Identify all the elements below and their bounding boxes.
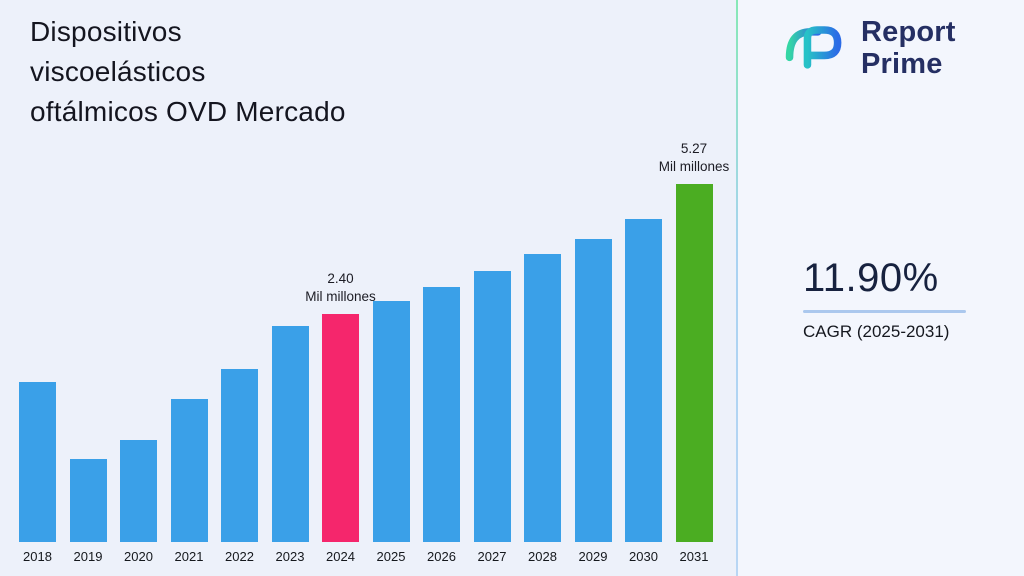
- value-annotation-2031: 5.27 Mil millones: [658, 141, 730, 175]
- bar-column-2027: 2027: [473, 271, 511, 564]
- x-axis-label-2031: 2031: [679, 549, 709, 564]
- x-axis-label-2022: 2022: [225, 549, 254, 564]
- x-axis-label-2021: 2021: [174, 549, 204, 564]
- x-axis-label-2020: 2020: [124, 549, 153, 564]
- bar-2018: [19, 382, 56, 542]
- report-prime-logo-text: Report Prime: [861, 16, 956, 80]
- report-prime-logo: Report Prime: [782, 16, 956, 80]
- bar-2024: [322, 314, 359, 542]
- bar-2025: [372, 301, 410, 542]
- bar-2027: [473, 271, 511, 542]
- bar-column-2022: 2022: [221, 369, 258, 564]
- page-title-line-1: Dispositivos: [30, 16, 182, 47]
- bar-chart: 2018 2019 2020 2021 2022 2023 2.40 Mil millones…: [19, 141, 730, 564]
- bar-column-2019: 2019: [69, 459, 107, 564]
- page-title-line-2: viscoelásticos: [30, 55, 206, 87]
- x-axis-label-2018: 2018: [23, 549, 52, 564]
- bar-column-2025: 2025: [372, 301, 410, 564]
- page-title: Dispositivos viscoelásticos oftálmicos O…: [30, 12, 346, 131]
- logo-text-line-2: Prime: [861, 48, 943, 80]
- bar-2026: [423, 287, 460, 542]
- bar-2030: [625, 219, 662, 542]
- x-axis-label-2030: 2030: [629, 549, 658, 564]
- x-axis-label-2026: 2026: [427, 549, 456, 564]
- x-axis-label-2025: 2025: [376, 549, 406, 564]
- page-title-line-3: oftálmicos OVD Mercado: [30, 95, 346, 127]
- right-panel: [738, 0, 1024, 576]
- value-annotation-2024: 2.40 Mil millones: [305, 271, 376, 305]
- bar-column-2021: 2021: [170, 399, 208, 564]
- bar-column-2029: 2029: [574, 239, 612, 564]
- x-axis-label-2027: 2027: [477, 549, 507, 564]
- cagr-block: 11.90% CAGR (2025-2031): [803, 256, 978, 342]
- bar-2021: [170, 399, 208, 542]
- bar-column-2028: 2028: [524, 254, 561, 564]
- bar-column-2018: 2018: [19, 382, 56, 564]
- x-axis-label-2023: 2023: [275, 549, 305, 564]
- cagr-value: 11.90%: [803, 256, 939, 300]
- bar-column-2031: 5.27 Mil millones 2031: [659, 141, 730, 564]
- report-prime-logo-icon: [782, 17, 848, 80]
- cagr-label: CAGR (2025-2031): [803, 322, 950, 341]
- vertical-divider: [736, 0, 738, 576]
- bar-2029: [574, 239, 612, 542]
- logo-text-line-1: Report: [861, 16, 956, 48]
- x-axis-label-2028: 2028: [528, 549, 557, 564]
- bar-2022: [221, 369, 258, 542]
- x-axis-label-2024: 2024: [326, 549, 355, 564]
- bar-column-2020: 2020: [120, 440, 157, 564]
- x-axis-label-2029: 2029: [578, 549, 608, 564]
- bar-2023: [271, 326, 309, 542]
- bar-column-2023: 2023: [271, 326, 309, 564]
- x-axis-label-2019: 2019: [73, 549, 103, 564]
- bar-2031: [675, 184, 713, 542]
- bar-column-2030: 2030: [625, 219, 662, 564]
- bar-column-2024: 2.40 Mil millones 2024: [305, 271, 376, 564]
- bar-column-2026: 2026: [423, 287, 460, 564]
- bar-2028: [524, 254, 561, 542]
- cagr-underline: [803, 310, 966, 313]
- bar-2020: [120, 440, 157, 542]
- bar-2019: [69, 459, 107, 542]
